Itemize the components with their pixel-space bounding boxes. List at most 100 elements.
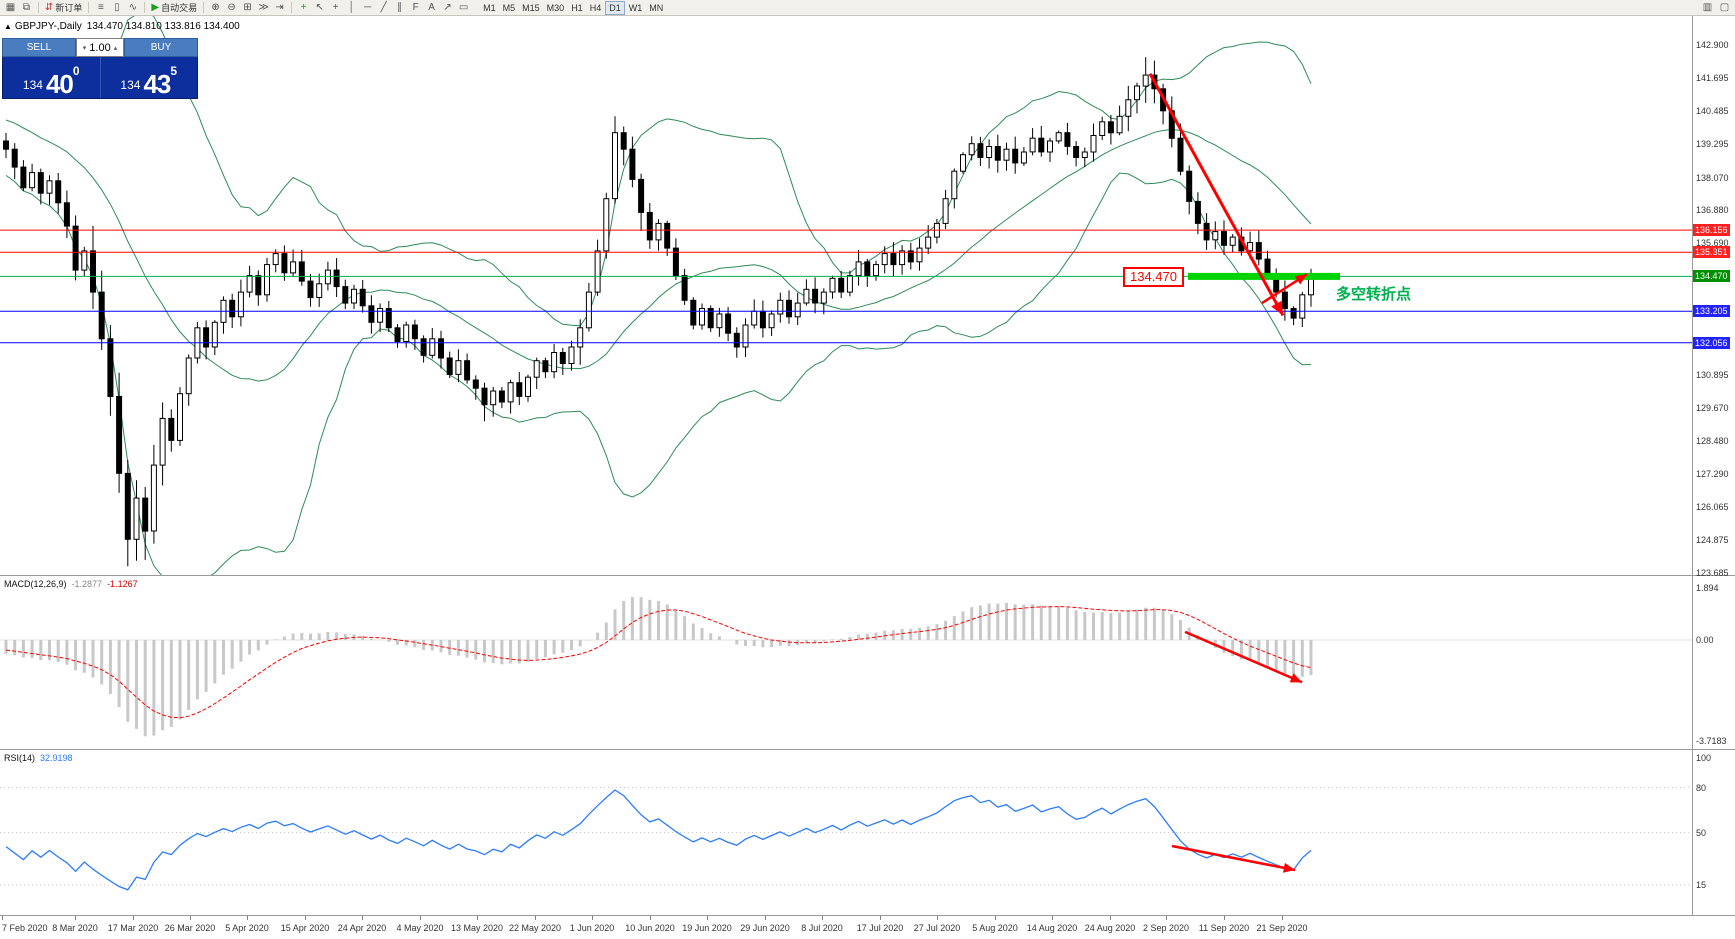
timeframe-mn[interactable]: MN — [649, 2, 664, 13]
horizontal-lines[interactable] — [0, 229, 1692, 344]
price-chart-plot[interactable] — [0, 16, 1692, 575]
text-button[interactable]: A — [424, 1, 439, 15]
candlestick-chart-button[interactable]: ▯ — [109, 1, 124, 15]
volume-up-icon[interactable]: ▴ — [113, 44, 118, 52]
price-chart-panel: ▲ GBPJPY-,Daily 134.470 134.810 133.816 13… — [0, 16, 1735, 578]
one-click-trading-panel: SELL ▾ 1.00 ▴ BUY 134 40 0 134 43 5 — [2, 38, 198, 99]
date-tick — [1052, 916, 1053, 920]
ask-pipette: 5 — [170, 64, 178, 78]
auto-scroll-button[interactable]: ≫ — [256, 1, 271, 15]
timeframe-h4[interactable]: H4 — [589, 2, 602, 13]
sell-button[interactable]: SELL — [2, 38, 76, 57]
date-label: 11 Sep 2020 — [1198, 923, 1250, 933]
add-indicator-icon: + — [300, 1, 307, 13]
macd-axis[interactable]: 1.894 0.00 -3.7183 — [1692, 576, 1735, 749]
arrow-tools-button[interactable]: ↗ — [440, 1, 455, 15]
toolbar-divider — [291, 2, 293, 13]
date-label: 1 Jun 2020 — [569, 923, 615, 933]
horizontal-line-button[interactable]: ─ — [360, 1, 375, 15]
bid-price[interactable]: 134 40 0 — [3, 57, 100, 98]
date-tick — [2, 916, 3, 920]
macd-plot[interactable] — [0, 576, 1692, 749]
auto-scroll-icon: ≫ — [258, 1, 269, 13]
rsi-down-arrow — [1171, 844, 1296, 873]
price-axis[interactable]: 142.900 141.695 140.485 139.295 138.070 136.8… — [1692, 16, 1735, 578]
macd-title: MACD(12,26,9) — [4, 579, 67, 589]
date-label: 26 Mar 2020 — [164, 923, 216, 933]
ask-price[interactable]: 134 43 5 — [99, 57, 198, 98]
timeframe-m5[interactable]: M5 — [502, 2, 516, 13]
turning-point-annotation: 多空转折点 — [1336, 286, 1412, 304]
auto-trading-button-label: 自动交易 — [161, 3, 198, 13]
buy-button[interactable]: BUY — [124, 38, 198, 57]
date-tick — [305, 916, 306, 920]
cursor-button[interactable]: ↖ — [312, 1, 327, 15]
zoom-in-button[interactable]: ⊕ — [208, 1, 223, 15]
macd-down-arrow — [1184, 630, 1303, 684]
auto-trading-button[interactable]: ▶ 自动交易 — [149, 1, 199, 15]
rsi-axis[interactable]: 100 80 50 15 — [1692, 750, 1735, 915]
date-label: 8 Jul 2020 — [801, 923, 843, 933]
shapes-button[interactable]: ▭ — [456, 1, 471, 15]
trendline-button[interactable]: ╱ — [376, 1, 391, 15]
add-indicator-button[interactable]: + — [296, 1, 311, 15]
macd-axis-label: 0.00 — [1696, 635, 1714, 645]
timeframe-h1[interactable]: H1 — [571, 2, 583, 13]
fullscreen-button[interactable]: ▢ — [1719, 2, 1730, 13]
price-axis-label: 124.875 — [1696, 535, 1729, 545]
timeframe-d1[interactable]: D1 — [605, 0, 625, 15]
auto-trading-icon: ▶ — [151, 1, 160, 13]
channel-button[interactable]: ∥ — [392, 1, 407, 15]
date-tick — [190, 916, 191, 920]
timeframe-m30[interactable]: M30 — [546, 2, 565, 13]
candlestick-chart-icon: ▯ — [114, 1, 120, 13]
bar-chart-button[interactable]: ≡ — [93, 1, 108, 15]
date-tick — [535, 916, 536, 920]
date-label: 8 Mar 2020 — [52, 923, 98, 933]
bid-whole: 134 — [22, 78, 43, 92]
timeframe-m15[interactable]: M15 — [522, 2, 540, 13]
timeframe-w1[interactable]: W1 — [628, 2, 643, 13]
date-label: 24 Aug 2020 — [1084, 923, 1136, 933]
zoom-out-icon: ⊖ — [227, 1, 236, 13]
bollinger-bands — [5, 16, 1312, 575]
line-chart-button[interactable]: ∿ — [125, 1, 140, 15]
price-axis-label: 139.295 — [1696, 138, 1729, 149]
volume-input[interactable]: ▾ 1.00 ▴ — [76, 38, 124, 57]
profiles-button[interactable]: ⧉ — [19, 1, 34, 15]
date-tick — [822, 916, 823, 920]
chart-shift-button[interactable]: ⇥ — [272, 1, 287, 15]
date-label: 21 Sep 2020 — [1256, 923, 1308, 933]
zoom-out-button[interactable]: ⊖ — [224, 1, 239, 15]
shapes-icon: ▭ — [458, 1, 469, 13]
fibonacci-button[interactable]: F — [408, 1, 423, 15]
price-tag-135.351: 135.351 — [1693, 246, 1730, 259]
downtrend-arrow — [1148, 72, 1285, 317]
date-tick — [1166, 916, 1167, 920]
volume-down-icon[interactable]: ▾ — [82, 44, 87, 52]
rsi-title: RSI(14) — [4, 753, 36, 763]
market-watch-button[interactable]: ▥ — [1702, 2, 1713, 13]
one-click-toggle-icon[interactable]: ▲ — [4, 22, 12, 31]
new-order-button[interactable]: ⇵ 新订单 — [43, 1, 84, 15]
vertical-line-icon: │ — [348, 1, 355, 13]
rsi-axis-label: 100 — [1696, 752, 1712, 763]
macd-main-value: -1.2877 — [71, 579, 103, 589]
vertical-line-button[interactable]: │ — [344, 1, 359, 15]
timeframe-m1[interactable]: M1 — [483, 2, 496, 13]
support-zone-bar[interactable] — [1188, 272, 1340, 280]
timeframe-toolbar: M1 M5 M15 M30 H1 H4 D1 W1 MN — [480, 0, 666, 15]
chart-symbol-period: GBPJPY-,Daily — [14, 21, 82, 32]
date-label: 17 Jul 2020 — [856, 923, 904, 933]
chart-shift-icon: ⇥ — [275, 1, 284, 13]
new-chart-button[interactable]: ▦ — [3, 1, 18, 15]
profiles-icon: ⧉ — [22, 1, 31, 13]
date-tick — [707, 916, 708, 920]
date-label: 4 May 2020 — [396, 923, 444, 933]
crosshair-button[interactable]: + — [328, 1, 343, 15]
support-price-label[interactable]: 134.470 — [1123, 267, 1184, 288]
rsi-plot[interactable] — [0, 750, 1692, 915]
time-axis[interactable]: 7 Feb 2020 8 Mar 2020 17 Mar 2020 26 Mar 20… — [0, 916, 1735, 939]
tile-windows-button[interactable]: ⊞ — [240, 1, 255, 15]
